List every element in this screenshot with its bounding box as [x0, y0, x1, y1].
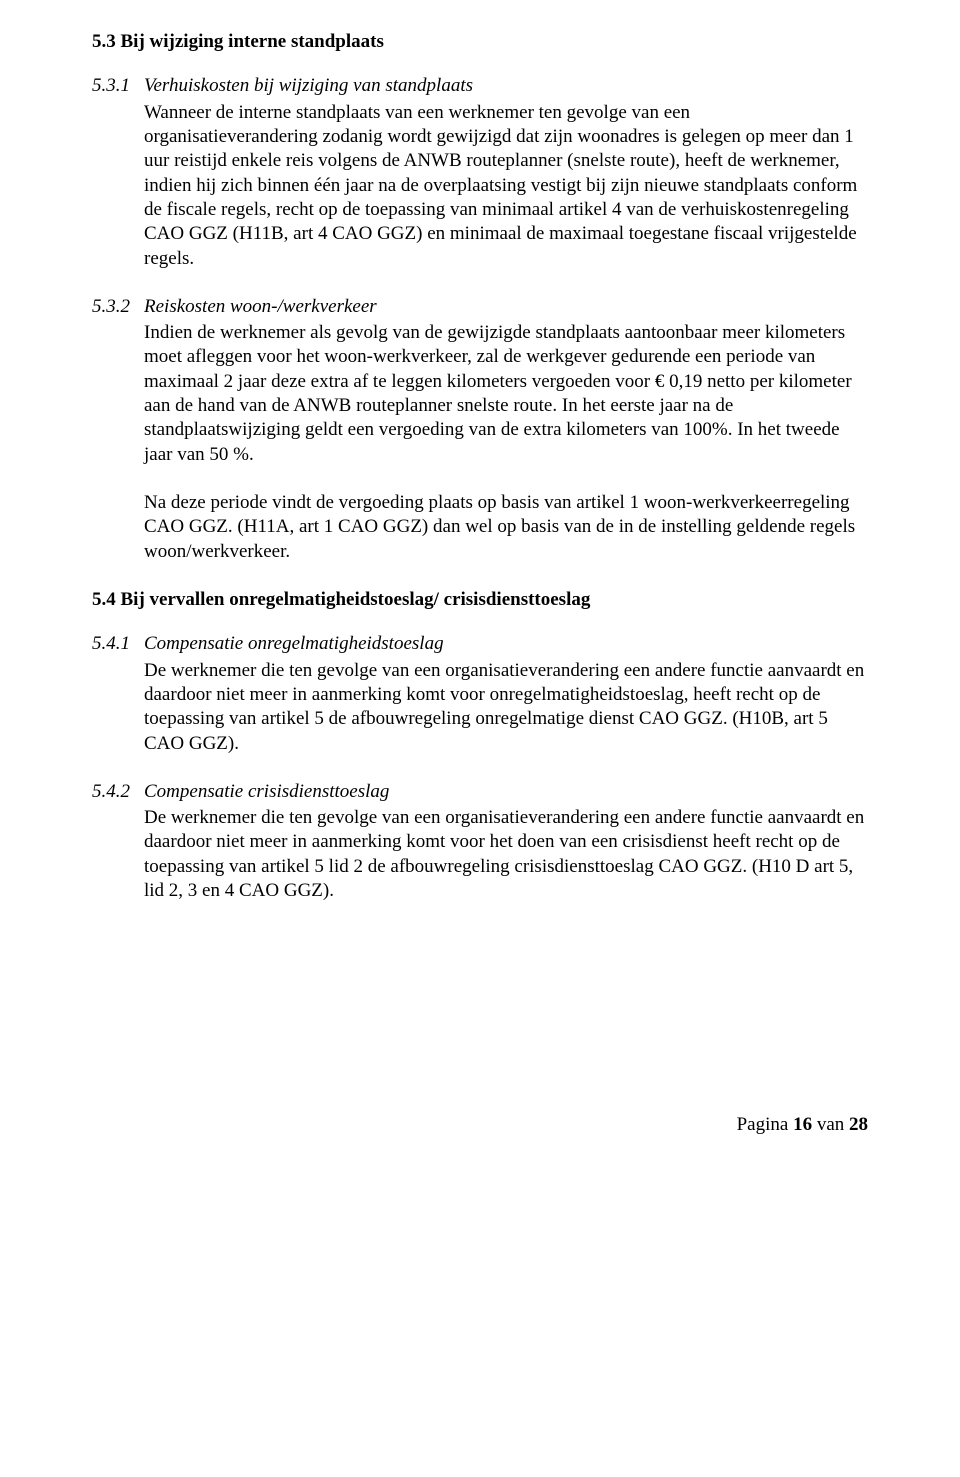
footer-label: Pagina [737, 1114, 789, 1135]
footer-separator: van [817, 1114, 844, 1135]
continuation-block: Na deze periode vindt de vergoeding plaa… [144, 491, 868, 564]
subsection-number: 5.3.1 [92, 74, 144, 271]
subsection-body: Verhuiskosten bij wijziging van standpla… [144, 74, 868, 271]
paragraph: Na deze periode vindt de vergoeding plaa… [144, 491, 868, 564]
subsection-5-3-2: 5.3.2 Reiskosten woon-/werkverkeer Indie… [92, 295, 868, 467]
subsection-number: 5.4.2 [92, 780, 144, 904]
subsection-5-4-2: 5.4.2 Compensatie crisisdiensttoeslag De… [92, 780, 868, 904]
paragraph: De werknemer die ten gevolge van een org… [144, 659, 868, 756]
paragraph: Wanneer de interne standplaats van een w… [144, 101, 868, 271]
subsection-title: Verhuiskosten bij wijziging van standpla… [144, 74, 868, 98]
subsection-title: Compensatie crisisdiensttoeslag [144, 780, 868, 804]
subsection-body: Compensatie crisisdiensttoeslag De werkn… [144, 780, 868, 904]
subsection-number: 5.3.2 [92, 295, 144, 467]
paragraph: De werknemer die ten gevolge van een org… [144, 806, 868, 903]
paragraph: Indien de werknemer als gevolg van de ge… [144, 321, 868, 467]
subsection-5-4-1: 5.4.1 Compensatie onregelmatigheidstoesl… [92, 632, 868, 756]
subsection-body: Compensatie onregelmatigheidstoeslag De … [144, 632, 868, 756]
subsection-5-3-1: 5.3.1 Verhuiskosten bij wijziging van st… [92, 74, 868, 271]
section-heading-5-3: 5.3 Bij wijziging interne standplaats [92, 30, 868, 54]
page-footer: Pagina 16 van 28 [92, 1113, 868, 1137]
subsection-title: Compensatie onregelmatigheidstoeslag [144, 632, 868, 656]
subsection-body: Reiskosten woon-/werkverkeer Indien de w… [144, 295, 868, 467]
footer-total-pages: 28 [849, 1114, 868, 1135]
subsection-title: Reiskosten woon-/werkverkeer [144, 295, 868, 319]
section-heading-5-4: 5.4 Bij vervallen onregelmatigheidstoesl… [92, 588, 868, 612]
footer-current-page: 16 [793, 1114, 812, 1135]
subsection-number: 5.4.1 [92, 632, 144, 756]
